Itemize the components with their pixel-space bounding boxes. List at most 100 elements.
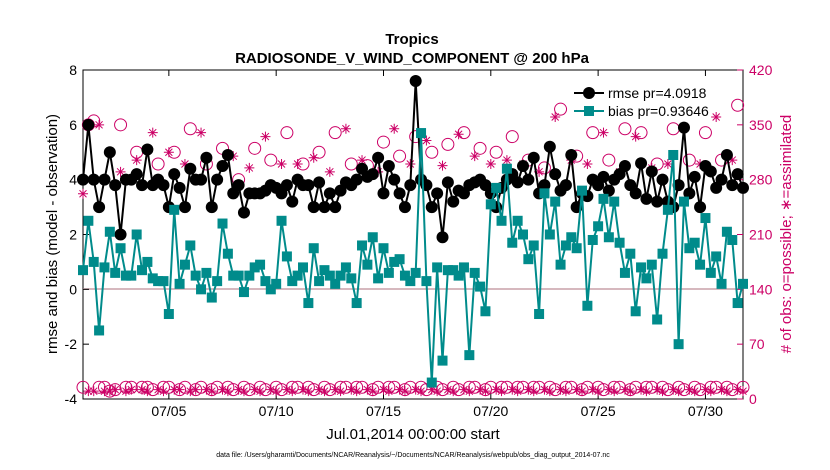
bias-point xyxy=(544,229,555,240)
obs-possible-point xyxy=(312,145,326,159)
bias-point xyxy=(174,278,185,289)
bias-point xyxy=(410,267,421,278)
obs-possible-point xyxy=(564,380,578,394)
bias-point xyxy=(394,254,405,265)
obs-assimilated-point xyxy=(630,131,641,142)
bias-point xyxy=(523,254,534,265)
rmse-point xyxy=(173,181,186,194)
bias-point xyxy=(244,270,255,281)
rmse-point xyxy=(731,168,744,181)
obs-possible-point xyxy=(645,380,659,394)
bias-point xyxy=(255,259,266,270)
obs-assimilated-point xyxy=(512,386,523,397)
rmse-point xyxy=(688,170,701,183)
obs-assimilated-point xyxy=(507,384,518,395)
rmse-point xyxy=(184,162,197,175)
obs-assimilated-point xyxy=(732,384,743,395)
obs-assimilated-point xyxy=(475,384,486,395)
bias-point xyxy=(491,182,502,193)
bias-point xyxy=(228,270,239,281)
x-tick-label: 07/30 xyxy=(688,403,723,419)
bias-point xyxy=(190,270,201,281)
obs-assimilated-point xyxy=(625,386,636,397)
obs-assimilated-point xyxy=(593,386,604,397)
bias-point xyxy=(721,226,732,237)
obs-assimilated-point xyxy=(142,386,153,397)
obs-assimilated-point xyxy=(319,386,330,397)
obs-possible-point xyxy=(537,161,551,175)
rmse-point xyxy=(683,187,696,200)
obs-possible-point xyxy=(731,98,745,112)
bias-point xyxy=(705,267,716,278)
obs-assimilated-point xyxy=(485,159,496,169)
bias-point xyxy=(260,276,271,287)
bias-point xyxy=(673,339,684,350)
bias-point xyxy=(582,300,593,311)
rmse-point xyxy=(425,201,438,214)
obs-assimilated-point xyxy=(528,386,539,397)
obs-possible-point xyxy=(387,380,401,394)
bias-point xyxy=(636,262,647,273)
obs-assimilated-point xyxy=(206,386,217,397)
bias-point xyxy=(732,298,743,309)
bias-point xyxy=(115,243,126,254)
obs-assimilated-point xyxy=(389,123,400,134)
bias-point xyxy=(432,262,443,273)
rmse-point xyxy=(168,168,181,181)
obs-assimilated-point xyxy=(619,384,630,395)
bias-point xyxy=(453,270,464,281)
left-y-tick-label: 2 xyxy=(69,227,77,243)
obs-assimilated-point xyxy=(340,123,351,134)
rmse-point xyxy=(329,201,342,214)
bias-point xyxy=(99,262,110,273)
rmse-point xyxy=(372,151,385,164)
rmse-point xyxy=(109,179,122,192)
bias-point xyxy=(83,215,94,226)
rmse-point xyxy=(237,206,250,219)
obs-assimilated-point xyxy=(603,384,614,395)
rmse-point xyxy=(726,179,739,192)
obs-assimilated-point xyxy=(394,384,405,395)
obs-assimilated-point xyxy=(657,386,668,397)
obs-assimilated-point xyxy=(689,386,700,397)
obs-assimilated-point xyxy=(383,386,394,397)
obs-possible-point xyxy=(210,380,224,394)
bias-point xyxy=(485,199,496,210)
rmse-point xyxy=(720,148,733,161)
obs-assimilated-point xyxy=(367,386,378,397)
obs-assimilated-point xyxy=(711,112,722,122)
obs-possible-point xyxy=(403,380,417,394)
obs-assimilated-point xyxy=(668,384,679,395)
obs-assimilated-point xyxy=(641,386,652,397)
obs-assimilated-point xyxy=(120,386,131,397)
x-axis-ticks: 07/05 07/10 07/15 07/20 07/25 07/30 xyxy=(151,70,723,419)
bias-point xyxy=(383,267,394,278)
obs-possible-point xyxy=(500,380,514,394)
obs-possible-point xyxy=(291,380,305,394)
rmse-point xyxy=(200,151,213,164)
obs-assimilated-point xyxy=(716,384,727,395)
rmse-point xyxy=(323,187,336,200)
obs-assimilated-point xyxy=(609,386,620,397)
left-y-tick-label: 6 xyxy=(69,117,77,133)
obs-assimilated-point xyxy=(491,384,502,395)
bias-point xyxy=(308,243,319,254)
rmse-point xyxy=(211,173,224,186)
bias-point xyxy=(448,265,459,276)
bias-point xyxy=(314,276,325,287)
rmse-point xyxy=(232,179,245,192)
rmse-point xyxy=(672,179,685,192)
rmse-point xyxy=(511,176,524,189)
obs-assimilated-point xyxy=(421,135,432,146)
obs-assimilated-point xyxy=(426,384,437,395)
bias-point xyxy=(458,262,469,273)
obs-possible-point xyxy=(183,122,197,136)
obs-assimilated-point xyxy=(126,384,137,395)
obs-possible-point xyxy=(489,145,503,159)
obs-assimilated-point xyxy=(346,384,357,395)
rmse-point xyxy=(318,201,331,214)
bias-point xyxy=(695,259,706,270)
bias-point xyxy=(158,276,169,287)
obs-assimilated-point xyxy=(636,384,647,395)
obs-assimilated-point xyxy=(582,159,593,169)
